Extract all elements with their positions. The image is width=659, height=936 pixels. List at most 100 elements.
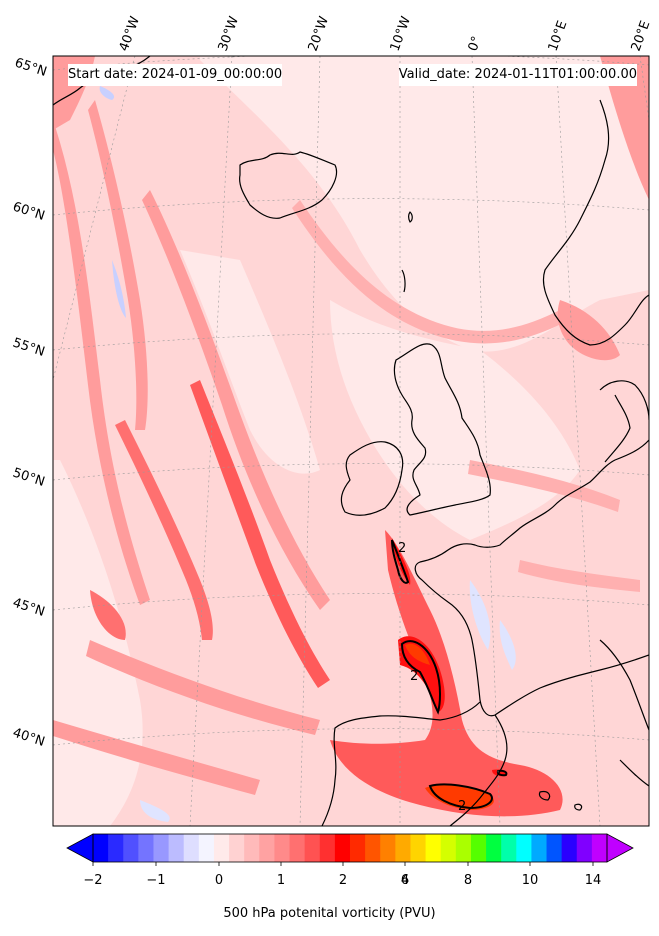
colorbar-swatch [304,834,321,862]
pv-blob [90,590,126,640]
coast-denmark [599,380,649,421]
pv-streak [86,640,320,735]
map-frame [52,55,650,827]
pv-streak [600,56,649,200]
colorbar-ticks: −2 −1 0 1 2 4 6 8 10 14 [83,873,601,888]
negative-pv-patch [469,580,491,650]
coast-ireland [340,441,404,516]
coast-italy [599,639,649,731]
pv-band-secondary [115,420,213,640]
light-region-north [200,56,649,352]
coast-iceland [239,151,338,219]
colorbar-swatch [138,834,154,862]
pv-peak [425,784,494,810]
pv-contour [391,539,410,584]
colorbar-swatch [259,834,275,862]
colorbar-extend-min [66,833,94,863]
colorbar-swatch [365,834,381,862]
lon-label: 20°E [629,19,654,54]
lat-label: 60°N [11,200,47,224]
colorbar-swatch [183,834,200,862]
coast-iberia-north-west [321,701,481,826]
colorbar-extend-max [606,833,634,863]
colorbar-swatch [168,834,185,862]
colorbar-swatch [93,834,109,862]
colorbar-title: 500 hPa potenital vorticity (PVU) [223,906,436,921]
colorbar-tick-label: −2 [83,873,102,888]
colorbar-swatch [229,834,245,862]
lon-label: 40°W [117,14,143,53]
colorbar-tick-label-end: 14 [585,873,602,888]
colorbar [66,833,634,866]
colorbar-swatch [516,834,532,862]
contour-label: 2 [458,799,466,814]
colorbar-swatch [380,834,396,862]
colorbar-swatch [531,834,547,862]
pv-core-outer [330,530,563,817]
colorbar-swatch [591,834,608,862]
pv-blob-norway [557,300,620,361]
lon-label: 0° [466,34,485,53]
coast-shetland [401,269,406,293]
colorbar-swatch [123,834,139,862]
colorbar-frame [92,833,608,863]
colorbar-swatch [334,834,351,862]
negative-pv-patch [112,260,126,318]
graticule [53,56,649,826]
lon-label: 10°E [546,19,571,54]
colorbar-swatch [108,834,124,862]
coast-balearic [538,790,551,801]
colorbar-tick-label: 1 [277,873,285,888]
colorbar-swatch [153,834,169,862]
lat-label: 65°N [13,56,49,80]
start-date-label: Start date: 2024-01-09_00:00:00 [68,64,283,86]
colorbar-tick-label: 0 [215,873,223,888]
colorbar-swatch [561,834,578,862]
colorbar-swatch [319,834,336,862]
colorbar-swatch [244,834,260,862]
pv-band-main [190,380,330,688]
coast-france [414,439,649,717]
lon-label: 20°W [306,14,332,53]
coast-iberia-east [449,714,508,826]
latitude-labels: 65°N 60°N 55°N 50°N 45°N 40°N [11,56,49,750]
pv-field: 2 2 2 [53,56,649,826]
colorbar-swatch [350,834,366,862]
colorbar-swatch [576,834,593,862]
pv-peak [405,643,430,665]
negative-pv-patch [499,620,516,670]
colorbar-tick-label: 6 [401,873,409,888]
coast-norway [542,99,649,346]
colorbar-tick-label: 10 [522,873,539,888]
colorbar-swatch [470,834,487,862]
lon-label: 30°W [216,14,242,53]
pv-streak [88,100,148,430]
colorbar-tick-label: 8 [464,873,472,888]
colorbar-tick-label: 4 [401,873,409,888]
lat-label: 55°N [11,336,47,360]
colorbar-swatch [455,834,472,862]
negative-pv-patch [140,800,170,822]
coast-balearic [574,803,583,811]
coast-faroe [407,211,413,223]
colorbar-swatch [486,834,502,862]
pv-streak [292,200,565,344]
lat-label: 50°N [11,466,47,490]
lat-label: 45°N [11,596,47,620]
coast-jutland [604,394,631,463]
coast-great-britain [393,343,491,516]
pv-contour [400,640,441,715]
pv-contour [428,783,493,810]
coastlines [53,56,649,826]
colorbar-swatch [440,834,457,862]
pv-streak [142,190,330,610]
colorbar-swatch [501,834,517,862]
negative-pv-patch [99,86,115,100]
colorbar-swatch [395,834,411,862]
pv-streak [53,120,150,605]
contour-label: 2 [410,669,418,684]
longitude-labels: 40°W 30°W 20°W 10°W 0° 10°E 20°E [117,14,654,53]
colorbar-swatch [213,834,230,862]
colorbar-swatch [289,834,306,862]
